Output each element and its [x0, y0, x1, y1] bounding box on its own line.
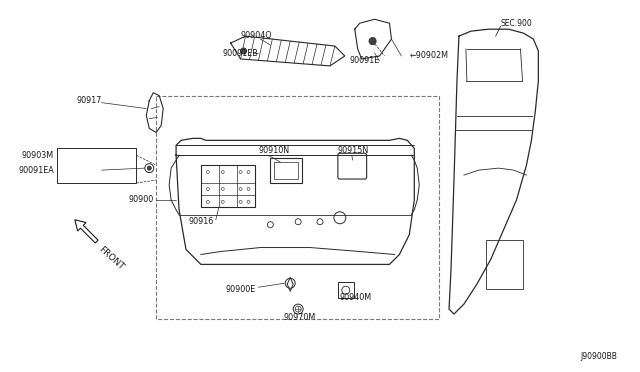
Text: 90091EB: 90091EB	[223, 48, 259, 58]
Bar	[275, 162, 298, 179]
Text: FRONT: FRONT	[97, 244, 125, 272]
Text: ←90902M: ←90902M	[410, 51, 449, 61]
Bar	[338, 282, 354, 298]
Circle shape	[147, 166, 151, 170]
Bar	[156, 96, 439, 319]
Bar	[57, 148, 136, 183]
Text: J90900BB: J90900BB	[581, 352, 618, 361]
Bar	[486, 240, 524, 289]
FancyArrow shape	[75, 220, 98, 243]
Text: 90916: 90916	[189, 217, 214, 226]
Circle shape	[369, 38, 376, 45]
Text: 90915N: 90915N	[338, 146, 369, 155]
Circle shape	[241, 48, 246, 54]
Text: 90900E: 90900E	[225, 285, 255, 294]
Text: 90091EA: 90091EA	[19, 166, 54, 174]
Text: 90910N: 90910N	[259, 146, 289, 155]
Text: 90940M: 90940M	[340, 293, 372, 302]
Bar	[270, 158, 302, 183]
Text: 90917: 90917	[76, 96, 102, 105]
Text: SEC.900: SEC.900	[500, 19, 532, 28]
Bar	[201, 165, 255, 207]
Text: 90903M: 90903M	[22, 151, 54, 160]
Text: 90970M: 90970M	[284, 312, 316, 321]
Text: 90900: 90900	[128, 195, 153, 204]
Text: 90091E: 90091E	[349, 57, 380, 65]
Text: 90904Q: 90904Q	[241, 31, 272, 40]
